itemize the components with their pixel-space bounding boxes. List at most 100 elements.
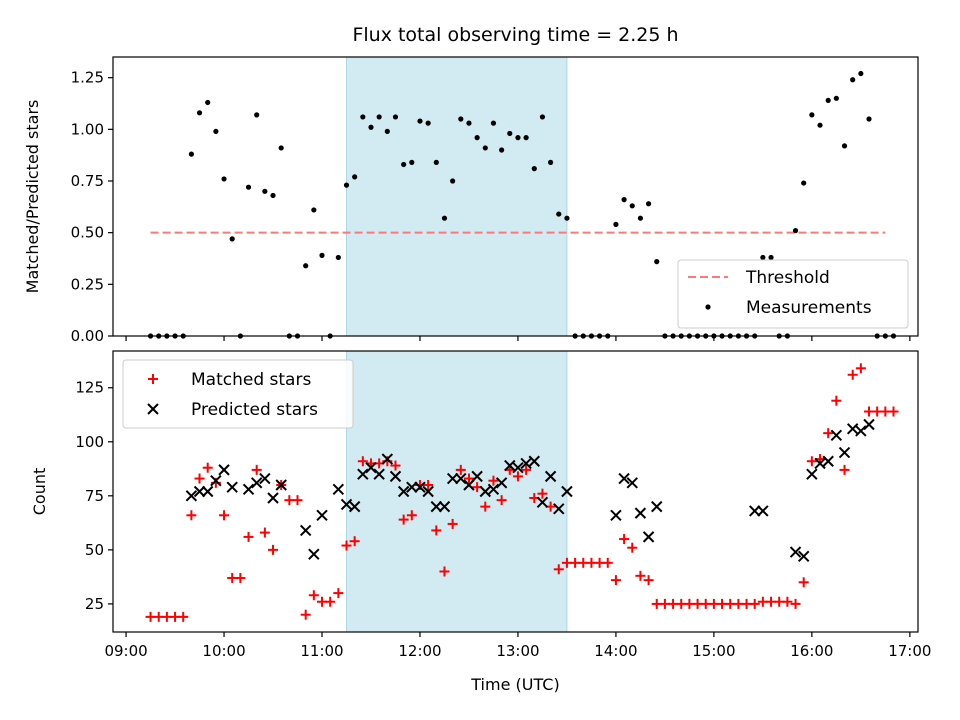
- matched-star-point: [480, 501, 491, 512]
- predicted-star-point: [642, 531, 655, 543]
- predicted-star-point: [757, 505, 769, 517]
- matched-star-point: [398, 514, 409, 525]
- chart-title: Flux total observing time = 2.25 h: [352, 24, 678, 46]
- measurement-point: [858, 70, 864, 77]
- predicted-star-point: [242, 483, 255, 496]
- measurement-point: [507, 130, 513, 137]
- predicted-star-point: [789, 546, 802, 558]
- predicted-star-point: [863, 418, 875, 431]
- matched-star-point: [610, 575, 621, 586]
- measurement-point: [433, 159, 439, 165]
- count-y-ticks: 25 50 75 100 125: [75, 379, 113, 613]
- legend-measurements-swatch: [705, 304, 711, 310]
- ratio-x-ticks: [125, 336, 911, 341]
- measurement-point: [384, 128, 390, 134]
- x-tick-label: 17:00: [888, 642, 931, 660]
- predicted-star-point: [553, 503, 565, 515]
- ratio-legend: Threshold Measurements: [677, 259, 909, 329]
- matched-star-point: [406, 510, 417, 521]
- matched-star-point: [798, 577, 809, 588]
- ratio-legend-box: [677, 259, 909, 329]
- predicted-star-point: [250, 477, 263, 489]
- measurement-point: [515, 135, 521, 141]
- matched-star-point: [439, 566, 450, 577]
- y-tick-label: 0.75: [71, 172, 104, 190]
- matched-star-point: [235, 572, 246, 583]
- y-tick-label: 25: [85, 595, 104, 613]
- measurement-point: [417, 118, 423, 124]
- measurement-point: [866, 116, 872, 122]
- measurement-point: [319, 252, 325, 258]
- matched-star-point: [619, 534, 630, 545]
- predicted-star-point: [299, 524, 312, 537]
- predicted-star-point: [822, 455, 834, 467]
- matched-star-point: [219, 510, 230, 521]
- measurement-point: [490, 120, 497, 126]
- y-tick-label: 1.00: [71, 120, 104, 138]
- predicted-star-point: [365, 462, 377, 474]
- measurement-point: [548, 159, 554, 165]
- measurement-point: [458, 116, 464, 122]
- predicted-star-point: [210, 474, 222, 487]
- ratio-panel: 0.00 0.25 0.50 0.75 1.00 1.25 Flux total obse…: [23, 24, 919, 345]
- measurement-point: [654, 259, 660, 265]
- count-y-axis-label: Count: [30, 468, 49, 516]
- x-tick-label: 11:00: [300, 642, 343, 660]
- matched-star-point: [390, 460, 401, 471]
- predicted-star-point: [495, 477, 508, 489]
- measurement-point: [809, 112, 815, 118]
- measurement-point: [205, 99, 211, 106]
- measurement-point: [850, 77, 856, 83]
- measurement-point: [645, 201, 652, 207]
- y-tick-label: 0.25: [71, 275, 104, 293]
- measurement-point: [335, 254, 341, 261]
- matched-star-point: [194, 473, 205, 484]
- matched-star-point: [888, 406, 899, 417]
- predicted-star-point: [749, 505, 761, 517]
- measurement-point: [637, 215, 644, 221]
- measurement-point: [262, 188, 268, 194]
- measurement-point: [531, 166, 537, 172]
- matched-star-point: [488, 475, 499, 486]
- predicted-star-point: [814, 457, 826, 470]
- measurement-point: [760, 254, 766, 261]
- measurement-point: [833, 95, 839, 101]
- measurement-point: [392, 114, 399, 120]
- measurement-point: [817, 122, 823, 128]
- x-tick-label: 10:00: [202, 642, 245, 660]
- legend-matched-label: Matched stars: [191, 370, 311, 390]
- matched-star-point: [847, 369, 858, 380]
- measurement-point: [629, 203, 635, 209]
- matched-star-point: [325, 596, 336, 607]
- predicted-star-point: [316, 509, 328, 521]
- legend-measurements-label: Measurements: [746, 298, 872, 318]
- predicted-star-point: [512, 462, 524, 474]
- matched-star-point: [553, 564, 564, 575]
- matched-star-point: [806, 456, 817, 467]
- count-legend: Matched stars Predicted stars: [122, 359, 354, 429]
- measurement-point: [311, 207, 317, 213]
- measurement-point: [801, 180, 807, 186]
- predicted-star-point: [267, 492, 279, 504]
- matched-star-point: [749, 598, 760, 609]
- measurement-point: [474, 135, 480, 141]
- predicted-star-point: [838, 446, 851, 459]
- predicted-star-point: [193, 485, 206, 498]
- measurement-point: [841, 143, 848, 149]
- matched-star-point: [496, 495, 507, 506]
- matched-star-point: [839, 464, 850, 475]
- predicted-star-point: [520, 457, 532, 470]
- matched-star-point: [202, 462, 213, 473]
- y-tick-label: 1.25: [71, 69, 104, 87]
- measurement-point: [792, 228, 799, 234]
- y-tick-label: 125: [75, 379, 104, 397]
- predicted-star-point: [626, 477, 638, 489]
- predicted-star-point: [308, 548, 320, 560]
- predicted-star-point: [348, 500, 361, 513]
- measurement-point: [556, 211, 562, 217]
- predicted-star-point: [218, 464, 230, 476]
- matched-star-point: [431, 525, 442, 536]
- predicted-star-point: [504, 459, 516, 472]
- matched-star-point: [178, 611, 189, 622]
